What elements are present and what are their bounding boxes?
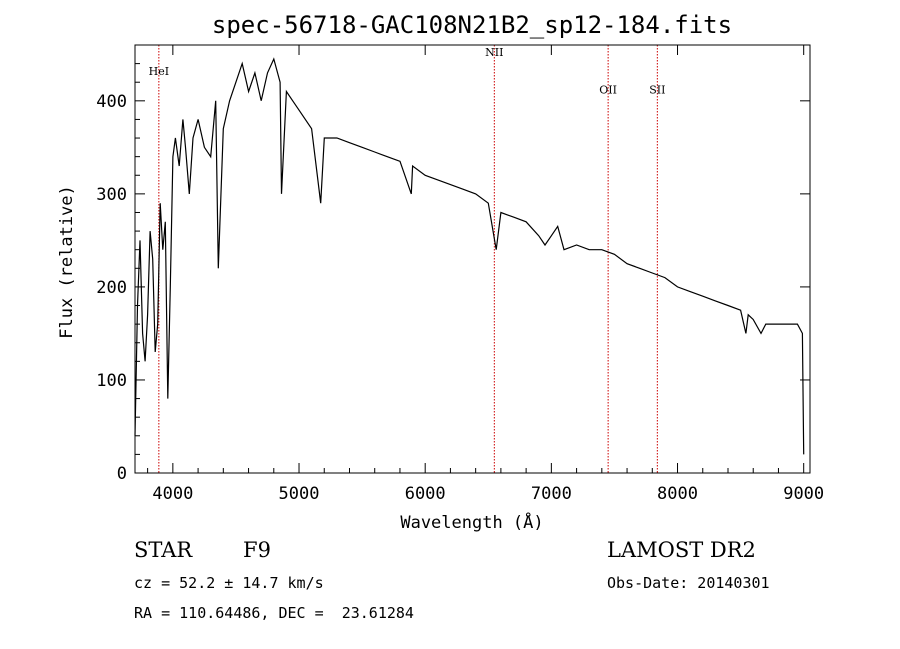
spectral-line-label: SII bbox=[649, 83, 665, 96]
coordinates-readout: RA = 110.64486, DEC = 23.61284 bbox=[134, 604, 414, 622]
y-tick-label: 0 bbox=[117, 464, 127, 484]
x-axis-label: Wavelength (Å) bbox=[400, 511, 543, 533]
object-subclass: F9 bbox=[243, 538, 271, 562]
spectral-line-markers: HeI NII OII SII bbox=[149, 45, 665, 473]
spectral-line-label: OII bbox=[599, 83, 617, 96]
y-axis-label: Flux (relative) bbox=[57, 185, 77, 339]
object-class: STAR bbox=[134, 538, 193, 562]
x-tick-label: 6000 bbox=[405, 484, 446, 504]
y-tick-label: 400 bbox=[96, 92, 127, 112]
x-tick-label: 8000 bbox=[657, 484, 698, 504]
observation-date: Obs-Date: 20140301 bbox=[607, 574, 770, 592]
spectrum-series-line bbox=[134, 57, 805, 455]
y-tick-label: 300 bbox=[96, 185, 127, 205]
y-tick-label: 200 bbox=[96, 278, 127, 298]
y-axis-ticks: 0 100 200 300 400 bbox=[96, 63, 810, 484]
survey-name: LAMOST DR2 bbox=[607, 538, 756, 562]
spectral-line-label: HeI bbox=[149, 65, 169, 78]
y-tick-label: 100 bbox=[96, 371, 127, 391]
x-axis-ticks: 4000 5000 6000 7000 8000 9000 bbox=[147, 45, 824, 504]
x-tick-label: 4000 bbox=[152, 484, 193, 504]
redshift-readout: cz = 52.2 ± 14.7 km/s bbox=[134, 574, 324, 592]
x-tick-label: 7000 bbox=[531, 484, 572, 504]
chart-title: spec-56718-GAC108N21B2_sp12-184.fits bbox=[212, 11, 732, 39]
x-tick-label: 9000 bbox=[783, 484, 824, 504]
spectral-line-label: NII bbox=[485, 46, 503, 59]
x-tick-label: 5000 bbox=[279, 484, 320, 504]
plot-frame bbox=[134, 44, 811, 474]
